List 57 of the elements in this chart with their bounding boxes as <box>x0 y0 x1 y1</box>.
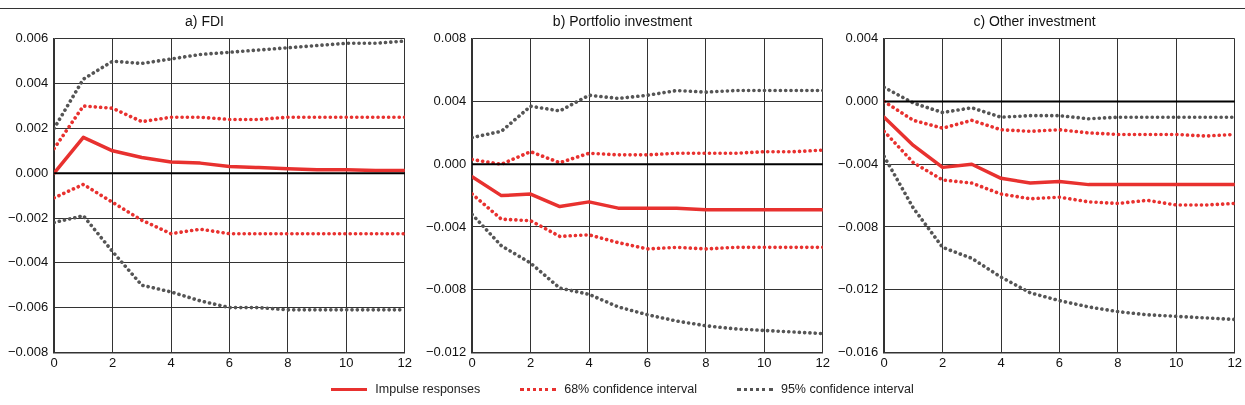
x-tick-label: 4 <box>585 354 593 370</box>
x-tick-label: 6 <box>225 354 234 370</box>
x-tick-label: 12 <box>815 354 830 370</box>
y-tick-label: −0.004 <box>426 218 467 234</box>
legend-label: 68% confidence interval <box>564 382 697 396</box>
x-tick-label: 10 <box>339 354 354 370</box>
legend-label: Impulse responses <box>375 382 481 396</box>
line-series <box>884 154 1235 322</box>
chart-title: b) Portfolio investment <box>552 13 693 30</box>
line-series <box>54 104 405 151</box>
x-tick-label: 2 <box>938 354 947 370</box>
x-tick-label: 8 <box>284 354 292 370</box>
chart-title: c) Other investment <box>973 13 1096 30</box>
y-tick-label: 0.008 <box>433 30 467 46</box>
line-series <box>472 88 823 140</box>
x-tick-label: 6 <box>643 354 652 370</box>
line-series <box>472 192 823 251</box>
y-tick-label: −0.008 <box>838 218 879 234</box>
x-tick-label: 6 <box>1055 354 1064 370</box>
x-tick-label: 0 <box>880 354 888 370</box>
y-tick-label: −0.006 <box>8 299 49 315</box>
y-tick-label: −0.008 <box>426 281 467 297</box>
y-tick-label: 0.000 <box>433 155 467 171</box>
line-series <box>884 85 1235 121</box>
x-tick-label: 2 <box>526 354 535 370</box>
y-tick-label: −0.012 <box>426 343 467 359</box>
x-tick-label: 8 <box>702 354 710 370</box>
y-tick-label: −0.008 <box>8 343 49 359</box>
y-tick-label: 0.004 <box>433 93 467 109</box>
line-series <box>472 212 823 336</box>
y-tick-label: 0.004 <box>845 30 879 46</box>
line-series <box>472 148 823 167</box>
x-tick-label: 8 <box>1114 354 1122 370</box>
y-tick-label: 0.002 <box>15 119 49 135</box>
y-tick-label: 0.006 <box>15 30 49 46</box>
line-series <box>884 99 1235 138</box>
y-tick-label: 0.000 <box>15 164 49 180</box>
x-tick-label: 0 <box>50 354 58 370</box>
y-tick-label: −0.012 <box>838 281 879 297</box>
y-tick-label: 0.004 <box>15 75 49 91</box>
x-tick-label: 4 <box>997 354 1005 370</box>
x-tick-label: 10 <box>1169 354 1184 370</box>
x-tick-label: 4 <box>167 354 175 370</box>
x-tick-label: 0 <box>468 354 476 370</box>
y-tick-label: 0.000 <box>845 93 879 109</box>
y-tick-label: −0.004 <box>8 254 49 270</box>
legend-label: 95% confidence interval <box>780 382 914 396</box>
x-tick-label: 12 <box>1227 354 1242 370</box>
x-tick-label: 2 <box>108 354 117 370</box>
x-tick-label: 12 <box>397 354 412 370</box>
chart-title: a) FDI <box>185 13 224 30</box>
x-tick-label: 10 <box>757 354 772 370</box>
y-tick-label: −0.016 <box>838 343 879 359</box>
y-tick-label: −0.002 <box>8 209 49 225</box>
y-tick-label: −0.004 <box>838 155 879 171</box>
line-series <box>884 129 1235 207</box>
line-series <box>54 182 405 236</box>
